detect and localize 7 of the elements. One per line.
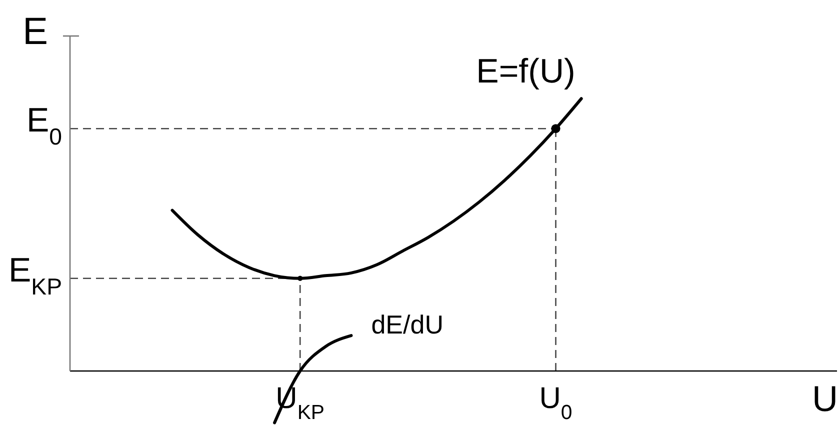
x-axis-title: U bbox=[812, 378, 838, 419]
ref-line-label: E$_{KP}$ bbox=[8, 251, 62, 300]
ref-line-label: E$_{0}$ bbox=[26, 102, 62, 150]
series-label: E=f(U) bbox=[476, 52, 576, 91]
series-label: dE/dU bbox=[371, 310, 444, 340]
y-axis-title: E bbox=[22, 11, 48, 53]
x-tick-label: U$_{0}$ bbox=[539, 382, 572, 424]
